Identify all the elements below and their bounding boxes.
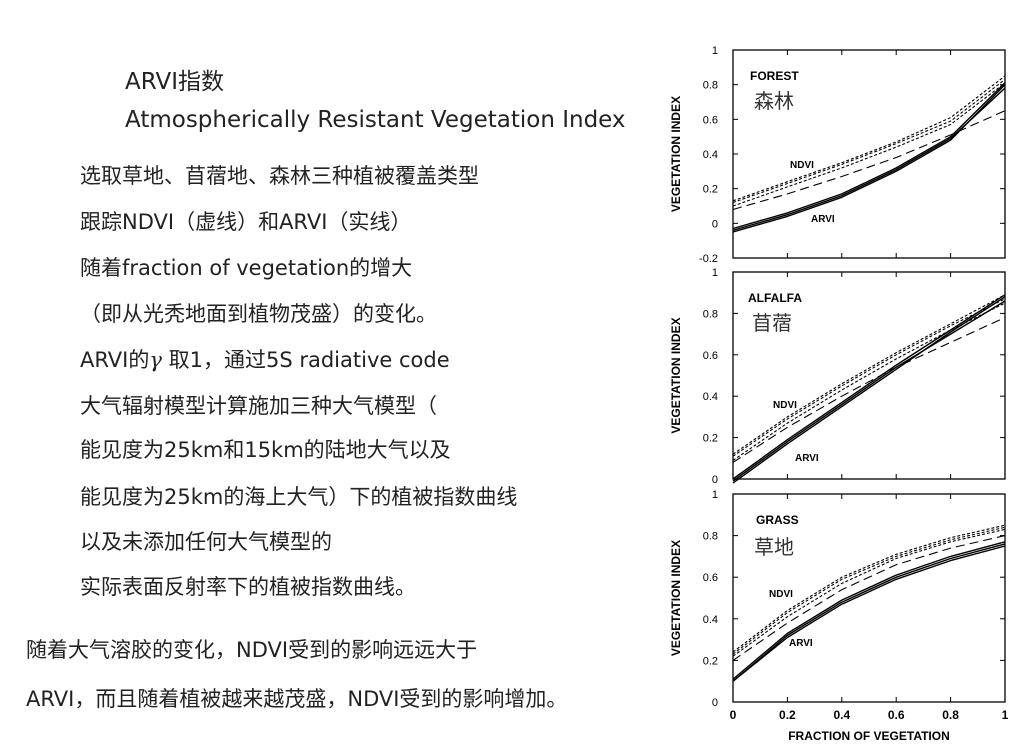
x-tick-label: 0.4 bbox=[833, 708, 850, 722]
series-line-solid bbox=[732, 294, 1006, 480]
arvi-annotation: ARVI bbox=[811, 214, 835, 225]
y-tick-label: 0.2 bbox=[703, 655, 718, 667]
series-line-dotted bbox=[732, 294, 1006, 455]
y-tick-label: 0 bbox=[712, 474, 718, 486]
ndvi-annotation: NDVI bbox=[769, 589, 793, 600]
plot-frame bbox=[732, 271, 1006, 480]
series-line-solid bbox=[732, 541, 1006, 680]
series-line-dashed bbox=[732, 535, 1006, 661]
chart-panel-alfalfa: 0 0.2 0.4 0.6 0.8 1 VEGETATION INDEX ALFALFA 苜蓿 N… bbox=[669, 267, 1006, 486]
text-line-3: 随着fraction of vegetation的增大 bbox=[80, 256, 413, 280]
panel-subtitle: 草地 bbox=[754, 536, 794, 559]
series-line-solid bbox=[732, 296, 1006, 484]
plot-frame bbox=[732, 493, 1006, 703]
y-axis-label: VEGETATION INDEX bbox=[669, 540, 683, 656]
series-line-dotted bbox=[732, 526, 1006, 655]
y-tick-label: 0 bbox=[712, 697, 718, 709]
series-line-solid bbox=[732, 300, 1006, 482]
y-tick-label: 0.4 bbox=[703, 149, 718, 161]
y-tick-label: 1 bbox=[712, 45, 718, 57]
y-tick-label: 0.6 bbox=[703, 572, 718, 584]
series-line-solid bbox=[732, 82, 1006, 230]
series-line-solid bbox=[732, 545, 1006, 682]
series-line-dashed bbox=[732, 316, 1006, 463]
text-line-8: 能见度为25km的海上大气）下的植被指数曲线 bbox=[80, 485, 518, 509]
conclusion-line-1: 随着大气溶胶的变化，NDVI受到的影响远远大于 bbox=[26, 638, 478, 662]
ndvi-annotation: NDVI bbox=[773, 400, 797, 411]
title-english: Atmospherically Resistant Vegetation Ind… bbox=[125, 107, 626, 133]
y-axis-label: VEGETATION INDEX bbox=[669, 317, 683, 433]
y-tick-label: 0.4 bbox=[703, 391, 718, 403]
x-axis-label: FRACTION OF VEGETATION bbox=[788, 729, 950, 743]
arvi-annotation: ARVI bbox=[789, 638, 813, 649]
y-tick-label: 0.8 bbox=[703, 531, 718, 543]
panel-subtitle: 森林 bbox=[754, 90, 794, 113]
panel-title: GRASS bbox=[756, 513, 799, 527]
text-line-4: （即从光秃地面到植物茂盛）的变化。 bbox=[80, 302, 437, 326]
text-line-6: 大气辐射模型计算施加三种大气模型（ bbox=[80, 394, 437, 418]
x-tick-label: 0 bbox=[730, 708, 737, 722]
text-line-10: 实际表面反射率下的植被指数曲线。 bbox=[80, 575, 416, 599]
series-line-dotted bbox=[732, 524, 1006, 653]
text-line-2: 跟踪NDVI（虚线）和ARVI（实线） bbox=[80, 210, 412, 234]
panel-title: FOREST bbox=[750, 69, 799, 83]
y-tick-label: 1 bbox=[712, 489, 718, 501]
ndvi-annotation: NDVI bbox=[790, 160, 814, 171]
series-line-solid bbox=[732, 87, 1006, 231]
text-line-5-end: 取1，通过5S radiative code bbox=[161, 348, 450, 372]
x-tick-label: 0.6 bbox=[888, 708, 905, 722]
chart-panel-forest: -0.2 0 0.2 0.4 0.6 0.8 1 VEGETATION INDEX FOREST… bbox=[669, 45, 1006, 265]
chart-panel-grass: 0 0.2 0.4 0.6 0.8 1 0 0.2 0.4 0.6 0.8 1 VEGETATION I… bbox=[669, 489, 1009, 743]
y-tick-label: 0.6 bbox=[703, 350, 718, 362]
x-tick-label: 0.2 bbox=[779, 708, 796, 722]
series-line-dotted bbox=[732, 302, 1006, 461]
text-line-5-start: ARVI的 bbox=[80, 348, 150, 372]
x-tick-label: 0.8 bbox=[942, 708, 959, 722]
gamma-symbol: γ bbox=[149, 348, 162, 372]
y-tick-label: 0 bbox=[712, 218, 718, 230]
y-tick-label: -0.2 bbox=[699, 253, 718, 265]
series-line-dotted bbox=[732, 298, 1006, 457]
title-chinese: ARVI指数 bbox=[125, 69, 224, 95]
y-tick-label: 1 bbox=[712, 267, 718, 279]
y-tick-label: 0.8 bbox=[703, 308, 718, 320]
y-tick-label: 0.2 bbox=[703, 184, 718, 196]
text-line-7: 能见度为25km和15km的陆地大气以及 bbox=[80, 438, 451, 462]
series-line-dotted bbox=[732, 528, 1006, 657]
panel-title: ALFALFA bbox=[748, 291, 802, 305]
arvi-annotation: ARVI bbox=[795, 453, 819, 464]
panel-subtitle: 苜蓿 bbox=[752, 312, 792, 335]
series-line-solid bbox=[732, 543, 1006, 682]
text-line-1: 选取草地、苜蓿地、森林三种植被覆盖类型 bbox=[80, 164, 479, 188]
y-tick-label: 0.8 bbox=[703, 80, 718, 92]
x-tick-label: 1 bbox=[1002, 708, 1009, 722]
y-tick-label: 0.6 bbox=[703, 114, 718, 126]
y-tick-label: 0.2 bbox=[703, 433, 718, 445]
text-line-9: 以及未添加任何大气模型的 bbox=[80, 530, 332, 554]
y-tick-label: 0.4 bbox=[703, 614, 718, 626]
y-axis-label: VEGETATION INDEX bbox=[669, 96, 683, 212]
conclusion-line-2: ARVI，而且随着植被越来越茂盛，NDVI受到的影响增加。 bbox=[26, 687, 568, 711]
text-line-5: ARVI的γ 取1，通过5S radiative code bbox=[80, 344, 450, 374]
